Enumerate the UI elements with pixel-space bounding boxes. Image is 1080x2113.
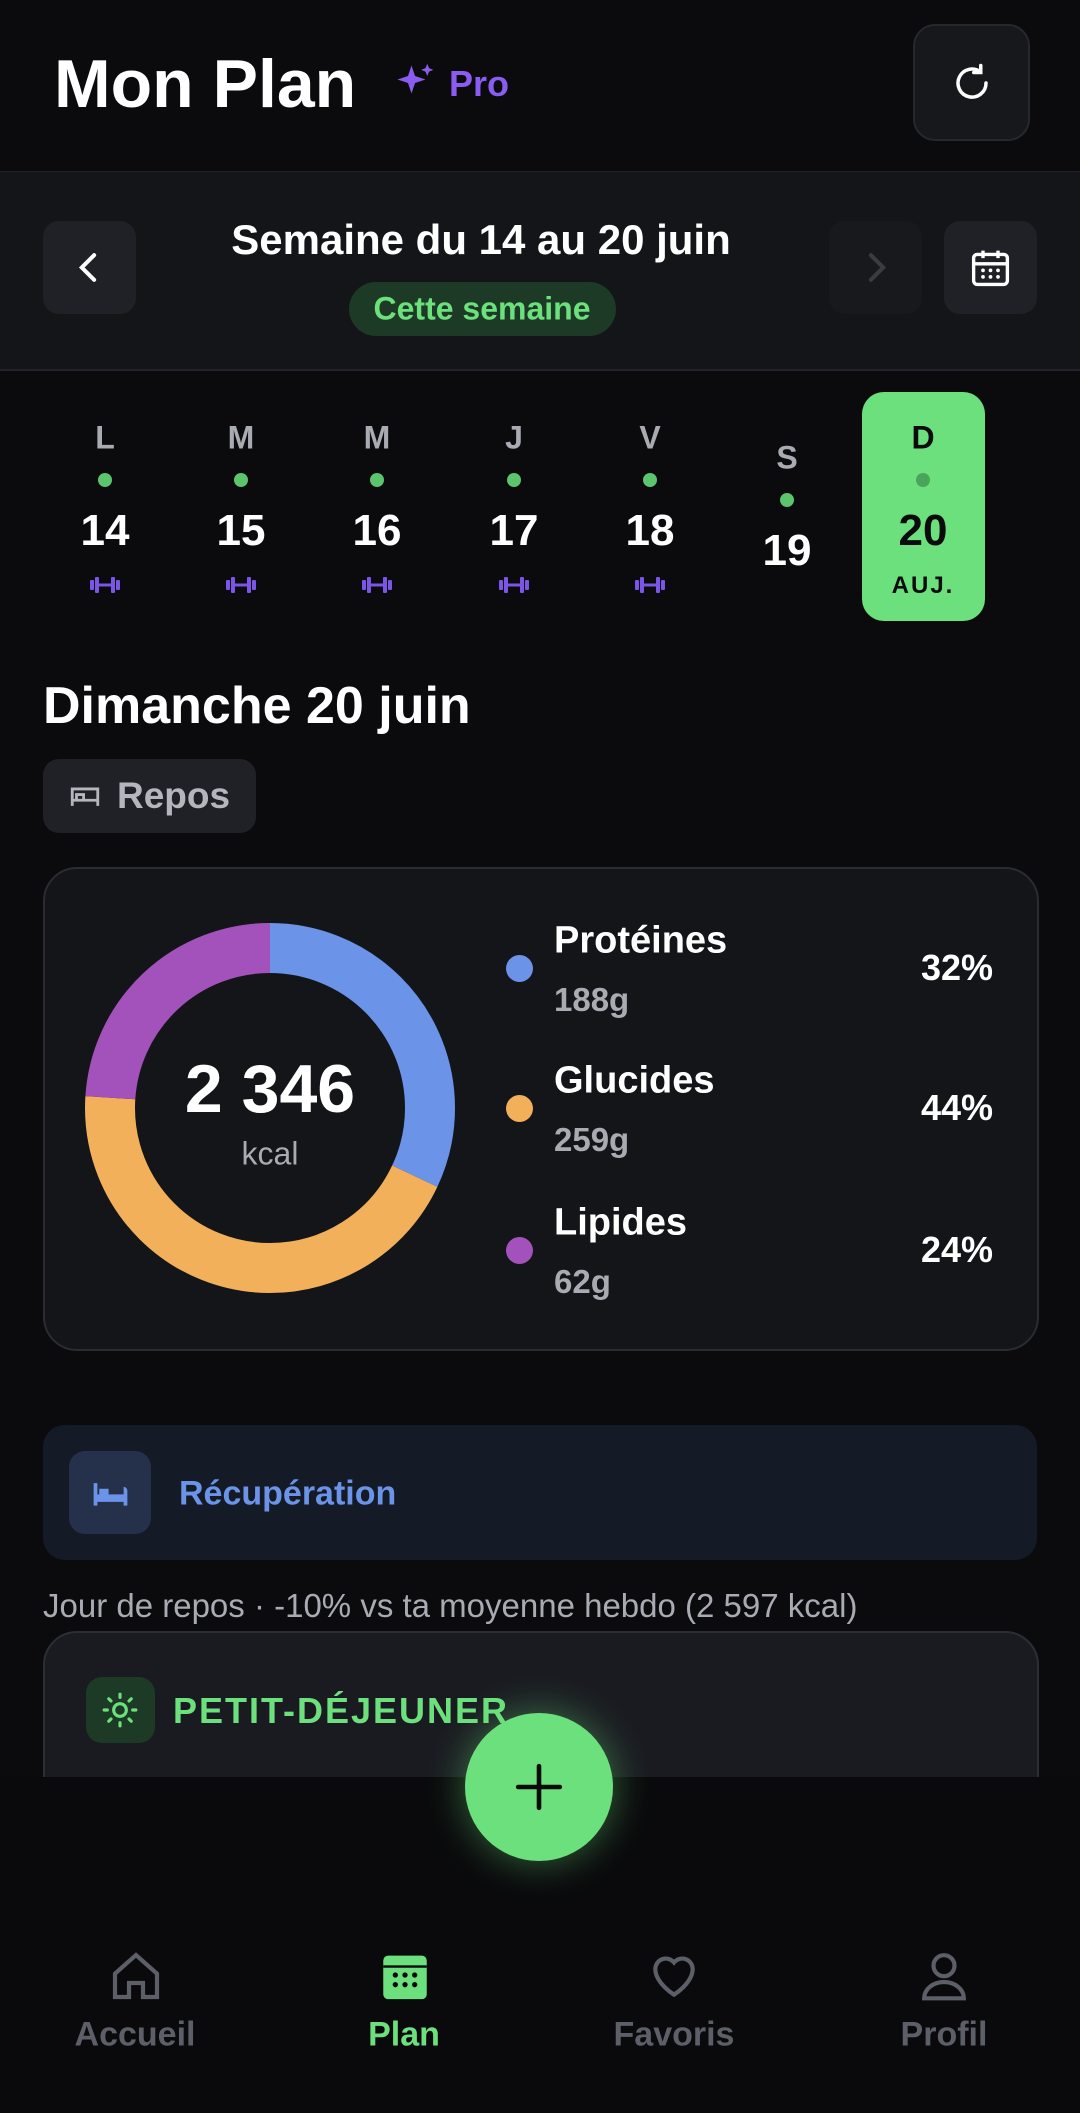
- day-letter: J: [505, 419, 523, 456]
- macro-percent: 44%: [920, 1087, 993, 1128]
- week-title: Semaine du 14 au 20 juin: [231, 216, 731, 263]
- day-title: Dimanche 20 juin: [43, 677, 471, 735]
- day-letter: M: [227, 419, 255, 456]
- day-number: 19: [762, 526, 812, 575]
- meal-icon: [86, 1677, 155, 1743]
- recovery-banner: Récupération: [43, 1425, 1037, 1560]
- macro-grams: 188g: [554, 981, 630, 1018]
- legend-dot: [506, 1237, 533, 1264]
- prev-week-button[interactable]: [43, 221, 136, 314]
- macro-grams: 62g: [554, 1263, 611, 1300]
- refresh-button[interactable]: [913, 24, 1030, 141]
- workout-icon: [362, 577, 392, 593]
- heart-icon[interactable]: [646, 1948, 702, 2004]
- day-dot: [234, 473, 248, 487]
- nav-label[interactable]: Plan: [368, 2015, 440, 2054]
- day-letter: V: [639, 419, 661, 456]
- macro-name: Glucides: [554, 1059, 715, 1102]
- nav-label[interactable]: Favoris: [613, 2015, 735, 2054]
- add-button[interactable]: [465, 1713, 613, 1861]
- kcal-unit: kcal: [241, 1135, 299, 1172]
- day-dot: [780, 493, 794, 507]
- legend-dot: [506, 1095, 533, 1122]
- today-label: AUJ.: [891, 572, 955, 599]
- nav-label[interactable]: Profil: [900, 2015, 988, 2054]
- macro-percent: 24%: [920, 1229, 993, 1270]
- total-kcal: 2 346: [184, 1051, 356, 1127]
- selected-day[interactable]: [862, 392, 985, 621]
- day-tag: Repos: [43, 759, 256, 833]
- day-number: 18: [625, 506, 675, 555]
- day-number: 20: [898, 506, 948, 555]
- pro-badge: Pro: [449, 63, 510, 104]
- macro-percent: 32%: [920, 947, 993, 988]
- next-week-button[interactable]: [829, 221, 922, 314]
- day-dot: [370, 473, 384, 487]
- day-tag-text: Repos: [117, 775, 231, 816]
- workout-icon: [499, 577, 529, 593]
- donut-segment: [85, 923, 455, 1293]
- recovery-icon: [69, 1451, 151, 1534]
- week-status: Cette semaine: [373, 290, 591, 327]
- calendar-button[interactable]: [944, 221, 1037, 314]
- day-dot: [98, 473, 112, 487]
- profile-icon[interactable]: [916, 1946, 972, 2004]
- day-dot: [916, 473, 930, 487]
- workout-icon: [226, 577, 256, 593]
- title: Mon Plan: [54, 46, 357, 122]
- macro-name: Protéines: [554, 919, 728, 962]
- macro-donut: [85, 923, 455, 1293]
- nav-label[interactable]: Accueil: [74, 2015, 196, 2054]
- workout-icon: [635, 577, 665, 593]
- donut-segment: [85, 923, 455, 1293]
- day-letter: L: [95, 419, 115, 456]
- meal-title: PETIT-DÉJEUNER: [173, 1690, 510, 1731]
- day-number: 15: [216, 506, 266, 555]
- home-icon[interactable]: [108, 1948, 164, 2004]
- day-letter: S: [776, 439, 798, 476]
- recovery-note: Jour de repos · -10% vs ta moyenne hebdo…: [43, 1587, 858, 1624]
- day-number: 16: [352, 506, 402, 555]
- day-letter: D: [911, 419, 935, 456]
- macro-name: Lipides: [554, 1201, 688, 1244]
- day-number: 17: [489, 506, 539, 555]
- macro-grams: 259g: [554, 1121, 630, 1158]
- week-status-pill: [349, 282, 616, 336]
- recovery-title: Récupération: [179, 1474, 397, 1513]
- sparkle-icon: [397, 63, 434, 94]
- day-letter: M: [363, 419, 391, 456]
- day-number: 14: [80, 506, 130, 555]
- day-dot: [643, 473, 657, 487]
- legend-dot: [506, 955, 533, 982]
- workout-icon: [90, 577, 120, 593]
- day-dot: [507, 473, 521, 487]
- plan-icon[interactable]: [376, 1946, 434, 2004]
